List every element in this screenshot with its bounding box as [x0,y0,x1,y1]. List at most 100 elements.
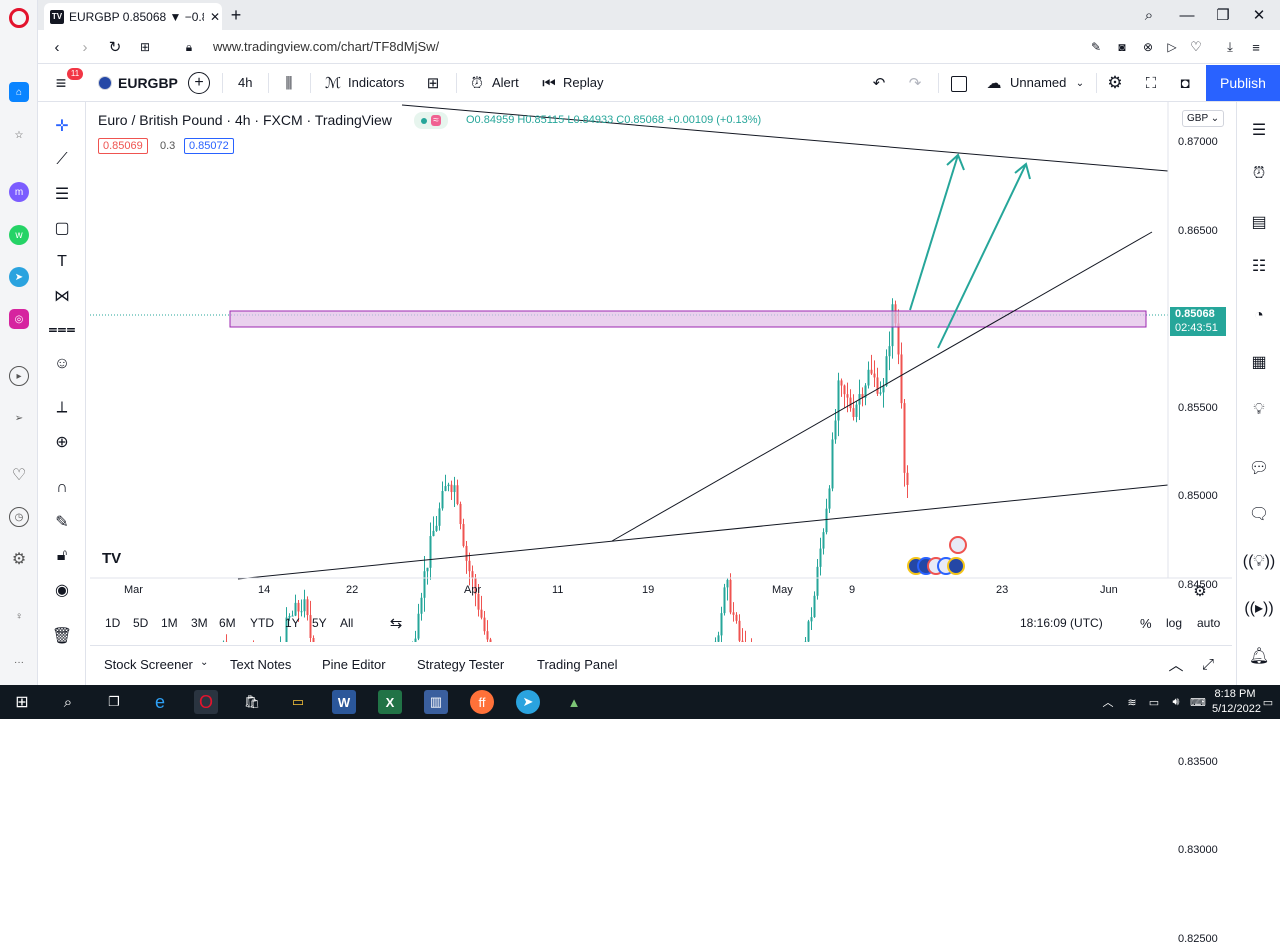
alert-button[interactable]: Alert [492,75,519,90]
opera-logo-icon[interactable] [9,8,29,28]
settings-icon[interactable]: ⚙ [9,549,29,569]
taskbar-clock[interactable]: 8:18 PM 5/12/2022 [1212,687,1258,717]
auto-scale-button[interactable]: auto [1197,616,1220,630]
search-icon[interactable]: ⌕ [56,690,80,714]
battery-icon[interactable]: ▭ [1142,690,1166,714]
media-app-icon[interactable]: ▥ [424,690,448,714]
redo-icon[interactable]: ↷ [904,72,926,94]
browser-tab[interactable]: TV EURGBP 0.85068 ▼ −0.86% ✕ [44,3,222,30]
metatrader-icon[interactable]: ▲ [562,690,586,714]
range-button-5d[interactable]: 5D [133,616,148,630]
crosshair-icon[interactable]: ✛ [50,114,74,138]
messages-icon[interactable]: 🗨︎ [1247,502,1271,526]
download-icon[interactable]: ⤓ [1220,36,1240,58]
instagram-icon[interactable]: ◎ [9,309,29,329]
data-window-icon[interactable]: ☷ [1247,254,1271,278]
opera-taskbar-icon[interactable]: O [194,690,218,714]
fib-tool-icon[interactable]: ☰ [50,182,74,206]
chart-title[interactable]: Euro / British Pound · 4h · FXCM · Tradi… [98,112,392,128]
url-field[interactable]: www.tradingview.com/chart/TF8dMjSw/ [213,39,439,54]
range-button-1m[interactable]: 1M [161,616,178,630]
tab-text-notes[interactable]: Text Notes [230,657,291,672]
reload-icon[interactable]: ↻ [104,36,126,58]
calendar-icon[interactable]: ▦ [1247,350,1271,374]
buy-price[interactable]: 0.85072 [184,138,234,154]
range-button-3m[interactable]: 3M [191,616,208,630]
player-icon[interactable]: ▸ [9,366,29,386]
watchlist-icon[interactable]: ☰ [1247,118,1271,142]
range-button-1d[interactable]: 1D [105,616,120,630]
prediction-tool-icon[interactable]: ⩶ [50,318,74,342]
excel-icon[interactable]: X [378,690,402,714]
pattern-tool-icon[interactable]: ⋈ [50,284,74,308]
tray-chevron-icon[interactable]: ︿ [1096,690,1120,714]
maximize-icon[interactable]: ❐ [1212,4,1234,26]
chart-pane[interactable]: Euro / British Pound · 4h · FXCM · Tradi… [90,102,1232,642]
tab-close-icon[interactable]: ✕ [210,10,220,24]
range-button-all[interactable]: All [340,616,353,630]
range-button-1y[interactable]: 1Y [285,616,300,630]
uk-event-icon[interactable] [949,536,967,554]
ideas-bulb-icon[interactable]: 💡︎ [1247,398,1271,422]
compare-symbol-icon[interactable]: + [188,72,210,94]
snapshot-icon[interactable]: ◙ [1112,36,1132,58]
close-window-icon[interactable]: ✕ [1248,4,1270,26]
trash-icon[interactable]: 🗑︎ [50,624,74,648]
hide-drawings-icon[interactable]: ◉ [50,578,74,602]
volume-icon[interactable]: 🔊︎ [1164,690,1188,714]
word-icon[interactable]: W [332,690,356,714]
templates-grid-icon[interactable]: ⊞ [422,72,444,94]
date-range-calendar-icon[interactable]: ⇆ [386,614,406,632]
news-icon[interactable]: ▤ [1247,210,1271,234]
new-tab-button[interactable]: + [224,3,248,27]
wifi-icon[interactable]: ≋ [1120,690,1144,714]
text-tool-icon[interactable]: T [50,250,74,274]
chats-icon[interactable]: 💬︎ [1247,456,1271,480]
maximize-panel-icon[interactable]: ⤢ [1198,654,1218,674]
telegram-taskbar-icon[interactable]: ➤ [516,690,540,714]
price-chart[interactable] [90,102,1232,642]
windows-start-icon[interactable]: ⊞ [10,690,34,714]
publish-button[interactable]: Publish [1206,65,1280,101]
play-icon[interactable]: ▷ [1162,36,1182,58]
broadcast-icon[interactable]: ((▸)) [1247,596,1271,620]
range-button-5y[interactable]: 5Y [312,616,327,630]
edit-page-icon[interactable]: ✎ [1086,36,1106,58]
keyboard-icon[interactable]: ⌨ [1186,690,1210,714]
trendline-tool-icon[interactable]: ⟋ [50,148,74,172]
search-tabs-icon[interactable]: ⌕ [1138,4,1160,26]
market-status-icon[interactable]: ≈ [414,112,448,129]
eu-event-icon[interactable] [947,557,965,575]
messenger-icon[interactable]: m [9,182,29,202]
range-button-ytd[interactable]: YTD [250,616,274,630]
camera-icon[interactable]: ◘ [1174,72,1196,94]
layout-name-button[interactable]: Unnamed [1010,75,1066,90]
lock-drawings-icon[interactable]: 🔓︎ [50,544,74,568]
edge-icon[interactable]: e [148,690,172,714]
tips-icon[interactable]: ♀ [9,606,29,626]
replay-button[interactable]: Replay [563,75,603,90]
shapes-tool-icon[interactable]: ▢ [50,216,74,240]
task-view-icon[interactable]: ❐ [102,690,126,714]
history-icon[interactable]: ◷ [9,507,29,527]
hotlists-icon[interactable]: ◔ [1247,304,1271,328]
back-icon[interactable]: ‹ [46,36,68,58]
notification-center-icon[interactable]: ▭ [1256,690,1280,714]
fullscreen-icon[interactable]: ⛶ [1140,72,1162,94]
zoom-in-icon[interactable]: ⊕ [50,430,74,454]
chart-settings-icon[interactable]: ⚙ [1104,72,1126,94]
candle-style-icon[interactable]: ⫼ [278,72,300,94]
range-button-6m[interactable]: 6M [219,616,236,630]
streams-icon[interactable]: ((💡︎)) [1247,550,1271,574]
tab-pine-editor[interactable]: Pine Editor [322,657,386,672]
alerts-clock-icon[interactable]: ⏰︎ [1247,162,1271,186]
select-layout-checkbox[interactable] [951,76,967,92]
magnet-icon[interactable]: ∩ [50,476,74,500]
menu-lines-icon[interactable]: ≡ [1246,36,1266,58]
minimize-icon[interactable]: — [1176,4,1198,26]
icons-tool-icon[interactable]: ☺ [50,352,74,376]
log-scale-button[interactable]: log [1166,616,1182,630]
chevron-down-icon[interactable]: ⌄ [1072,72,1088,94]
firefox-icon[interactable]: ff [470,690,494,714]
stock-screener-chevron-icon[interactable]: ⌄ [200,657,208,668]
